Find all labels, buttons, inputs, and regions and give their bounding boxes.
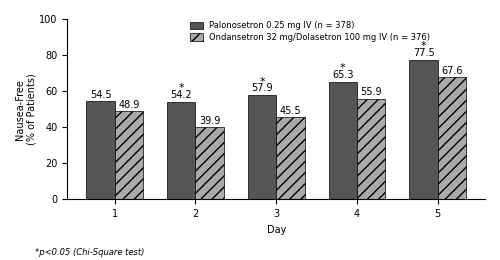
Bar <box>357 99 386 199</box>
Bar <box>276 117 304 199</box>
Bar <box>167 102 196 199</box>
Legend: Palonosetron 0.25 mg IV (n = 378), Ondansetron 32 mg/Dolasetron 100 mg IV (n = 3: Palonosetron 0.25 mg IV (n = 378), Ondan… <box>188 20 432 43</box>
Text: 45.5: 45.5 <box>280 106 301 116</box>
Text: *: * <box>340 63 345 74</box>
Bar <box>438 77 466 199</box>
Text: 67.6: 67.6 <box>441 66 462 76</box>
Bar <box>328 82 357 199</box>
Y-axis label: Nausea-Free
(% of Patients): Nausea-Free (% of Patients) <box>15 73 36 145</box>
Text: 65.3: 65.3 <box>332 70 353 80</box>
Text: 48.9: 48.9 <box>118 100 140 110</box>
Text: 54.2: 54.2 <box>170 90 192 100</box>
Bar <box>196 127 224 199</box>
Bar <box>410 60 438 199</box>
Text: 57.9: 57.9 <box>252 83 273 94</box>
Text: *: * <box>178 83 184 94</box>
Text: 55.9: 55.9 <box>360 87 382 97</box>
Text: *: * <box>260 77 265 87</box>
Text: 54.5: 54.5 <box>90 90 112 100</box>
Text: *p<0.05 (Chi-Square test): *p<0.05 (Chi-Square test) <box>35 248 144 257</box>
Text: *: * <box>421 41 426 51</box>
Bar <box>114 111 143 199</box>
Bar <box>86 101 115 199</box>
Bar <box>248 95 276 199</box>
X-axis label: Day: Day <box>266 225 286 235</box>
Text: 77.5: 77.5 <box>412 48 434 58</box>
Text: 39.9: 39.9 <box>199 116 220 126</box>
